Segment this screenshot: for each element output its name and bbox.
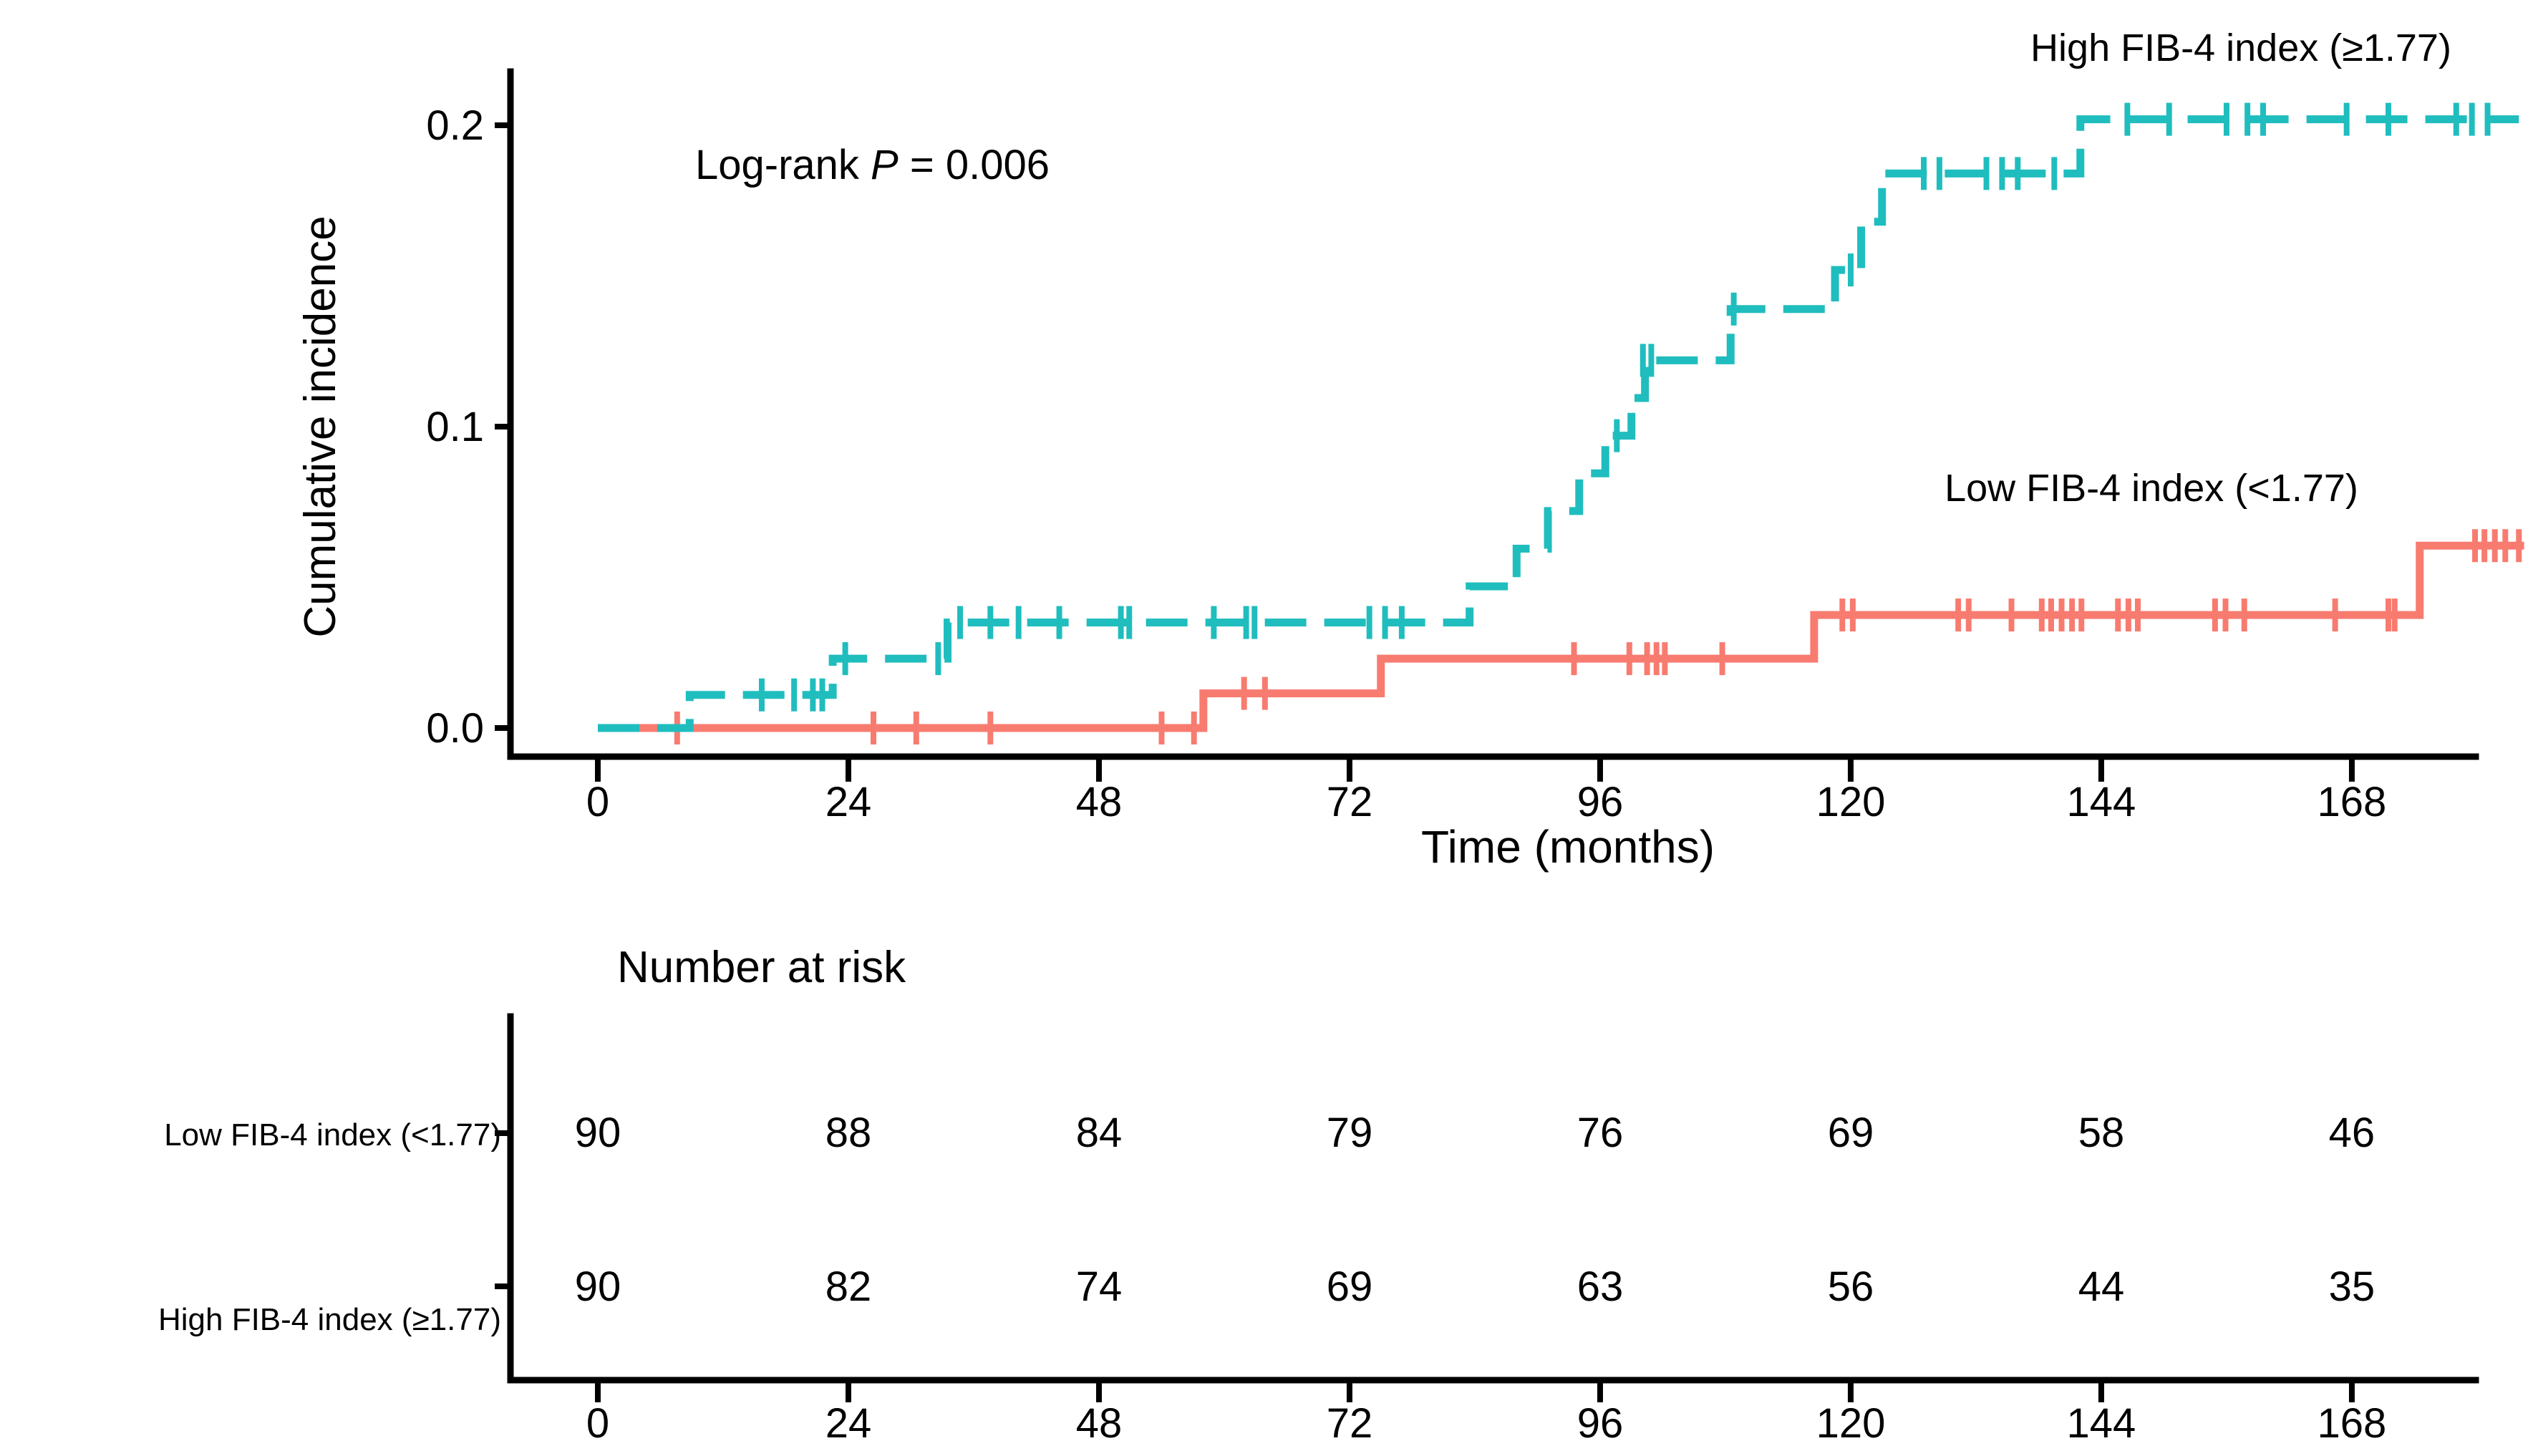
generated-chart-content: 0.0 0.1 0.2 0 0 24 24 48 48 72 72 96 96 120 120 144 144 1…: [426, 102, 2524, 1447]
risk-axis-label: 24: [825, 1400, 872, 1447]
risk-count: 63: [1577, 1263, 1624, 1310]
risk-axis-label: 48: [1076, 1400, 1123, 1447]
low-curve: [598, 541, 2524, 732]
risk-count: 82: [825, 1263, 872, 1310]
risk-count: 76: [1577, 1110, 1624, 1156]
y-axis-title: Cumulative incidence: [296, 215, 345, 637]
x-tick-label: 96: [1577, 779, 1624, 825]
risk-axis-label: 168: [2318, 1400, 2387, 1447]
risk-row-label-low: Low FIB-4 index (<1.77): [164, 1117, 501, 1152]
x-tick-label: 0: [586, 779, 609, 825]
y-tick-label: 0.2: [426, 102, 484, 149]
risk-count: 44: [2078, 1263, 2125, 1310]
series-label-high: High FIB-4 index (≥1.77): [2030, 26, 2451, 69]
risk-count: 84: [1076, 1110, 1123, 1156]
risk-count: 79: [1327, 1110, 1373, 1156]
risk-count: 69: [1828, 1110, 1874, 1156]
risk-count: 88: [825, 1110, 872, 1156]
x-tick-label: 144: [2067, 779, 2136, 825]
risk-axis-label: 144: [2067, 1400, 2136, 1447]
x-tick-label: 120: [1816, 779, 1886, 825]
risk-axis-label: 0: [586, 1400, 609, 1447]
logrank-prefix: Log-rank: [695, 142, 871, 188]
risk-count: 58: [2078, 1110, 2125, 1156]
risk-count: 74: [1076, 1263, 1123, 1310]
risk-axis-label: 72: [1327, 1400, 1373, 1447]
risk-count: 46: [2329, 1110, 2376, 1156]
logrank-value: = 0.006: [899, 142, 1050, 188]
high-curve: [598, 115, 2519, 732]
y-tick-label: 0.1: [426, 404, 484, 450]
x-tick-label: 24: [825, 779, 872, 825]
x-tick-label: 48: [1076, 779, 1123, 825]
logrank-annotation: Log-rank P = 0.006: [695, 142, 1050, 188]
risk-table-title: Number at risk: [617, 943, 906, 992]
x-tick-label: 72: [1327, 779, 1373, 825]
risk-count: 69: [1327, 1263, 1373, 1310]
x-axis-title: Time (months): [1421, 821, 1715, 873]
risk-row-label-high: High FIB-4 index (≥1.77): [158, 1302, 501, 1337]
y-tick-label: 0.0: [426, 705, 484, 752]
risk-count: 90: [575, 1110, 621, 1156]
x-tick-label: 168: [2318, 779, 2387, 825]
risk-axis-label: 120: [1816, 1400, 1886, 1447]
series-label-low: Low FIB-4 index (<1.77): [1945, 467, 2358, 510]
risk-axis-label: 96: [1577, 1400, 1624, 1447]
risk-count: 56: [1828, 1263, 1874, 1310]
logrank-p-symbol: P: [871, 142, 899, 188]
risk-count: 90: [575, 1263, 621, 1310]
risk-count: 35: [2329, 1263, 2376, 1310]
